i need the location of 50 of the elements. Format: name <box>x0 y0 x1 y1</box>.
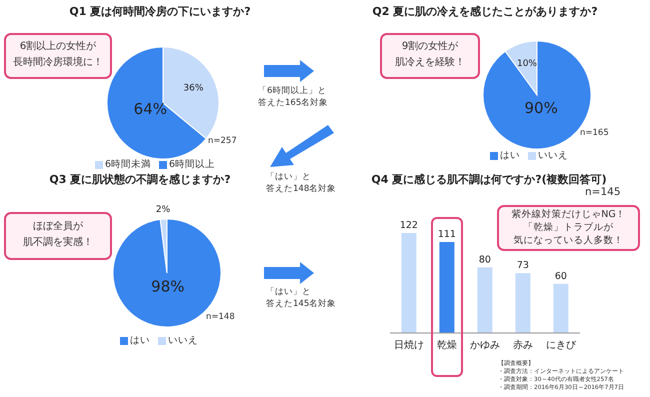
data-label: 10% <box>516 59 538 70</box>
annotation: 「乾燥」トラブルが <box>522 222 614 234</box>
bar <box>515 273 530 333</box>
data-label: 122 <box>400 220 418 231</box>
text: n=148 <box>206 312 236 322</box>
legend-label: 6時間以上 <box>168 158 216 171</box>
data-label: 60 <box>554 270 567 282</box>
chart-title: Q2 夏に肌の冷えを感じたことがありますか? <box>371 4 599 19</box>
data-label: 90% <box>524 98 558 117</box>
text: ほぼ全員が <box>32 221 84 233</box>
text: n=165 <box>580 128 610 138</box>
x-tick-label: 乾燥 <box>437 339 457 352</box>
bar <box>553 284 568 333</box>
legend-label: いいえ <box>167 334 198 347</box>
text: n=257 <box>208 136 238 146</box>
data-label: 2% <box>156 205 171 216</box>
text: 紫外線対策だけじゃNG！ <box>510 209 627 220</box>
data-label: 64% <box>134 100 168 118</box>
text: 9割の女性が <box>400 41 460 53</box>
text: 肌不調を実感！ <box>22 237 94 249</box>
text: 長時間冷房環境に！ <box>12 57 104 69</box>
legend-label: いいえ <box>537 149 568 162</box>
x-tick-label: かゆみ <box>470 340 500 352</box>
data-label: 98% <box>151 277 185 296</box>
bar <box>477 267 492 333</box>
text: 答えた165名対象 <box>258 98 330 108</box>
data-label: 73 <box>516 260 529 272</box>
legend-label: はい <box>499 149 520 162</box>
chart-title: Q1 夏は何時間冷房の下にいますか? <box>68 4 252 19</box>
legend-label: はい <box>129 334 150 347</box>
data-label: 80 <box>478 254 491 266</box>
text: n=145 <box>585 186 622 199</box>
text: 答えた145名対象 <box>266 299 338 310</box>
legend-label: 6時間未満 <box>104 158 152 171</box>
data-label: 111 <box>438 229 456 240</box>
x-tick-label: 赤み <box>513 339 533 352</box>
annotation: 気になっている人多数！ <box>512 235 624 246</box>
x-tick-label: 日焼け <box>394 339 424 352</box>
chart-title: Q3 夏に肌状態の不調を感じますか? <box>49 173 231 186</box>
x-tick-label: にきび <box>546 340 577 352</box>
chart-title: Q4 夏に感じる肌不調は何ですか?(複数回答可) <box>371 173 607 186</box>
text: 「6時間以上」と <box>258 86 328 96</box>
bar <box>401 233 416 333</box>
text: 肌冷えを経験！ <box>394 57 466 69</box>
data-label: 36% <box>183 84 204 94</box>
text: 「はい」と <box>266 172 312 182</box>
text: 6割以上の女性が <box>18 41 98 53</box>
text: 答えた148名対象 <box>266 184 338 194</box>
bar <box>439 242 454 333</box>
text: 「はい」と <box>266 287 312 298</box>
